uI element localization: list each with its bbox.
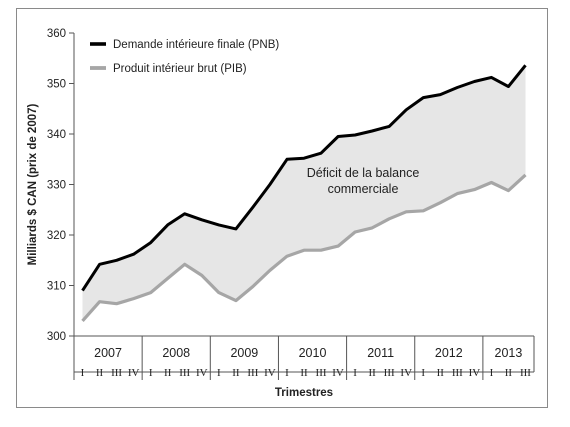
quarter-label: I [81,367,85,379]
y-tick-label: 330 [47,180,66,192]
quarter-label: IV [332,367,344,379]
quarter-label: III [316,367,327,379]
quarter-label: II [232,367,240,379]
quarter-label: II [164,367,172,379]
gdp-series-line [81,173,527,322]
quarter-label: I [353,367,357,379]
y-tick-label: 310 [47,281,66,293]
quarter-label: II [96,367,104,379]
quarter-label: II [505,367,513,379]
legend-item-gdp: Produit intérieur brut (PIB) [90,63,247,75]
quarter-label: III [520,367,531,379]
x-axis-title: Trimestres [275,387,333,399]
quarter-label: I [149,367,153,379]
quarter-label: IV [469,367,481,379]
quarter-label: III [179,367,190,379]
quarter-label: IV [128,367,140,379]
quarter-label: IV [400,367,412,379]
y-tick-label: 320 [47,230,66,242]
year-label: 2013 [495,346,523,360]
year-label: 2010 [299,346,327,360]
quarter-label: II [368,367,376,379]
quarter-label: IV [196,367,208,379]
legend-label: Demande intérieure finale (PNB) [113,39,279,51]
y-tick-label: 300 [47,331,66,343]
quarter-label: II [437,367,445,379]
year-label: 2007 [94,346,122,360]
quarter-label: I [421,367,425,379]
quarter-label: I [217,367,221,379]
year-label: 2012 [435,346,463,360]
quarter-label: I [490,367,494,379]
quarter-label: IV [264,367,276,379]
year-label: 2009 [230,346,258,360]
y-axis-title: Milliards $ CAN (prix de 2007) [27,103,39,265]
quarter-label: II [300,367,308,379]
y-tick-label: 350 [47,79,66,91]
quarter-label: I [285,367,289,379]
annotation-label: Déficit de la balance commerciale [307,166,420,196]
quarter-label: III [452,367,463,379]
quarter-label: III [111,367,122,379]
y-tick-label: 340 [47,129,66,141]
year-label: 2011 [367,346,394,360]
gne-series-line [81,64,527,292]
quarter-label: III [384,367,395,379]
year-label: 2008 [162,346,190,360]
legend-item-gne: Demande intérieure finale (PNB) [90,39,279,51]
legend-label: Produit intérieur brut (PIB) [113,63,247,75]
deficit-area [82,65,526,321]
y-tick-label: 360 [47,28,66,40]
quarter-label: III [247,367,258,379]
